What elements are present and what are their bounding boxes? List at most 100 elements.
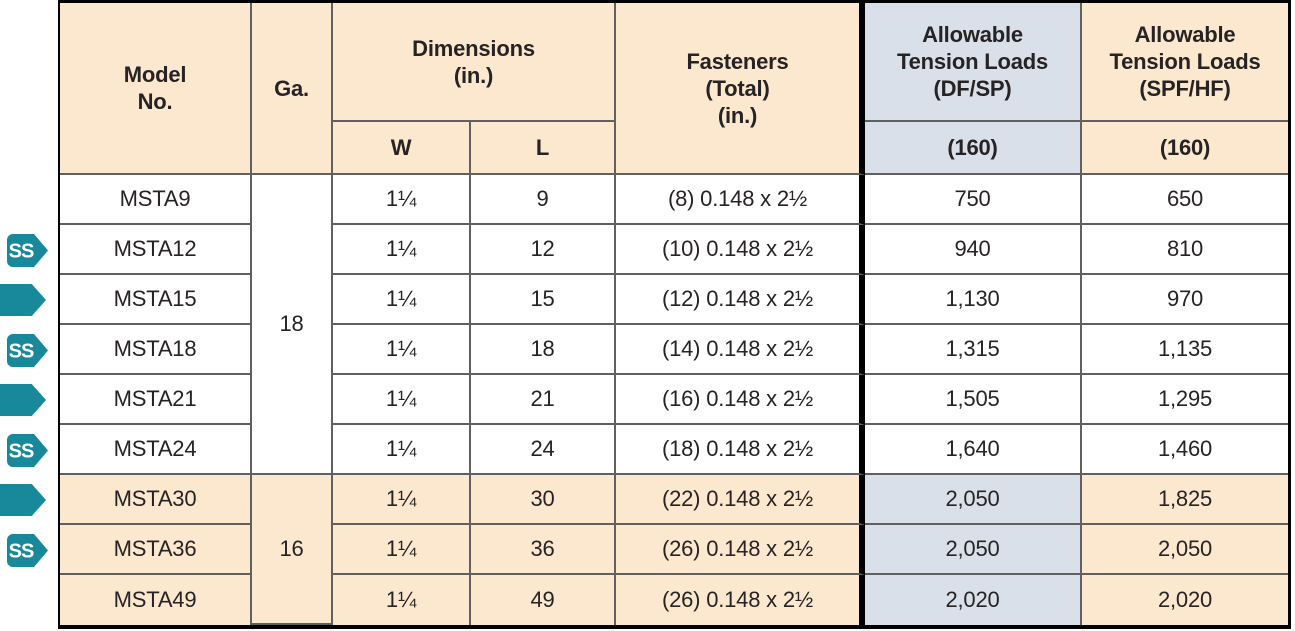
marker-slot (0, 275, 58, 325)
fasteners-cell: (26) 0.148 x 2½ (616, 575, 866, 625)
w-cell: 1¼ (333, 325, 471, 375)
fasteners-cell: (16) 0.148 x 2½ (616, 375, 866, 425)
spfhf-load-cell: 1,295 (1082, 375, 1289, 425)
w-cell: 1¼ (333, 275, 471, 325)
header-w: W (333, 122, 471, 175)
arrow-badge-icon (0, 484, 46, 516)
w-cell: 1¼ (333, 525, 471, 575)
table-header: Model No. Ga. Dimensions (in.) Fasteners… (60, 3, 1289, 175)
marker-gutter: SS SS SS SS (0, 175, 58, 625)
header-l: L (471, 122, 617, 175)
w-cell: 1¼ (333, 475, 471, 525)
model-cell: MSTA30 (60, 475, 252, 525)
tension-loads-table: Model No. Ga. Dimensions (in.) Fasteners… (58, 0, 1292, 629)
table-row: MSTA21 1¼ 21 (16) 0.148 x 2½ 1,505 1,295 (60, 375, 1289, 425)
l-cell: 30 (471, 475, 617, 525)
l-cell: 9 (471, 175, 617, 225)
spfhf-load-cell: 1,135 (1082, 325, 1289, 375)
spfhf-load-cell: 1,825 (1082, 475, 1289, 525)
marker-slot (0, 175, 58, 225)
ss-badge-label: SS (9, 440, 34, 462)
table-row: MSTA24 1¼ 24 (18) 0.148 x 2½ 1,640 1,460 (60, 425, 1289, 475)
arrow-badge-icon (0, 284, 46, 316)
table-row: MSTA49 1¼ 49 (26) 0.148 x 2½ 2,020 2,020 (60, 575, 1289, 625)
dfsp-load-cell: 2,050 (865, 525, 1083, 575)
marker-slot: SS (0, 425, 58, 475)
l-cell: 18 (471, 325, 617, 375)
l-cell: 49 (471, 575, 617, 625)
w-cell: 1¼ (333, 425, 471, 475)
l-cell: 12 (471, 225, 617, 275)
table-row: MSTA30 16 1¼ 30 (22) 0.148 x 2½ 2,050 1,… (60, 475, 1289, 625)
dfsp-load-cell: 1,315 (865, 325, 1083, 375)
table-row: MSTA12 1¼ 12 (10) 0.148 x 2½ 940 810 (60, 225, 1289, 275)
model-cell: MSTA15 (60, 275, 252, 325)
marker-slot (0, 375, 58, 425)
marker-slot (0, 575, 58, 625)
l-cell: 21 (471, 375, 617, 425)
fasteners-cell: (18) 0.148 x 2½ (616, 425, 866, 475)
marker-slot: SS (0, 225, 58, 275)
marker-slot: SS (0, 525, 58, 575)
spfhf-load-cell: 2,050 (1082, 525, 1289, 575)
header-model-no: Model No. (60, 3, 252, 175)
ss-badge-icon: SS (7, 333, 48, 367)
ss-badge-icon: SS (7, 233, 48, 267)
spfhf-load-cell: 650 (1082, 175, 1289, 225)
model-cell: MSTA49 (60, 575, 252, 625)
model-cell: MSTA36 (60, 525, 252, 575)
arrow-badge-icon (0, 384, 46, 416)
table-row: MSTA15 1¼ 15 (12) 0.148 x 2½ 1,130 970 (60, 275, 1289, 325)
table-row: MSTA18 1¼ 18 (14) 0.148 x 2½ 1,315 1,135 (60, 325, 1289, 375)
l-cell: 36 (471, 525, 617, 575)
model-cell: MSTA9 (60, 175, 252, 225)
fasteners-cell: (10) 0.148 x 2½ (616, 225, 866, 275)
spfhf-load-cell: 2,020 (1082, 575, 1289, 625)
model-cell: MSTA12 (60, 225, 252, 275)
fasteners-cell: (12) 0.148 x 2½ (616, 275, 866, 325)
header-dimensions: Dimensions (in.) (333, 3, 617, 122)
dfsp-load-cell: 1,505 (865, 375, 1083, 425)
fasteners-cell: (14) 0.148 x 2½ (616, 325, 866, 375)
fasteners-cell: (26) 0.148 x 2½ (616, 525, 866, 575)
ga-group-cell: 18 (252, 175, 333, 475)
dfsp-load-cell: 750 (865, 175, 1083, 225)
dfsp-load-cell: 2,050 (865, 475, 1083, 525)
w-cell: 1¼ (333, 225, 471, 275)
header-spfhf-load-duration: (160) (1082, 122, 1289, 175)
marker-slot: SS (0, 325, 58, 375)
w-cell: 1¼ (333, 575, 471, 625)
dfsp-load-cell: 1,640 (865, 425, 1083, 475)
model-cell: MSTA18 (60, 325, 252, 375)
w-cell: 1¼ (333, 175, 471, 225)
l-cell: 24 (471, 425, 617, 475)
spfhf-load-cell: 1,460 (1082, 425, 1289, 475)
w-cell: 1¼ (333, 375, 471, 425)
dfsp-load-cell: 2,020 (865, 575, 1083, 625)
table-row: MSTA36 1¼ 36 (26) 0.148 x 2½ 2,050 2,050 (60, 525, 1289, 575)
ss-badge-label: SS (9, 240, 34, 262)
l-cell: 15 (471, 275, 617, 325)
dfsp-load-cell: 1,130 (865, 275, 1083, 325)
dfsp-load-cell: 940 (865, 225, 1083, 275)
fasteners-cell: (22) 0.148 x 2½ (616, 475, 866, 525)
table-row: MSTA9 18 1¼ 9 (8) 0.148 x 2½ 750 650 (60, 175, 1289, 475)
ga-group-cell: 16 (252, 475, 333, 625)
header-ga: Ga. (252, 3, 333, 175)
model-cell: MSTA21 (60, 375, 252, 425)
ss-badge-label: SS (9, 540, 34, 562)
ss-badge-label: SS (9, 340, 34, 362)
spfhf-load-cell: 970 (1082, 275, 1289, 325)
fasteners-cell: (8) 0.148 x 2½ (616, 175, 866, 225)
ss-badge-icon: SS (7, 433, 48, 467)
header-allowable-spfhf: Allowable Tension Loads (SPF/HF) (1082, 3, 1289, 122)
table-body: MSTA9 18 1¼ 9 (8) 0.148 x 2½ 750 650 MST… (60, 175, 1289, 625)
header-dfsp-load-duration: (160) (865, 122, 1083, 175)
marker-slot (0, 475, 58, 525)
spfhf-load-cell: 810 (1082, 225, 1289, 275)
header-allowable-dfsp: Allowable Tension Loads (DF/SP) (865, 3, 1083, 122)
ss-badge-icon: SS (7, 533, 48, 567)
model-cell: MSTA24 (60, 425, 252, 475)
header-fasteners: Fasteners (Total) (in.) (616, 3, 866, 175)
